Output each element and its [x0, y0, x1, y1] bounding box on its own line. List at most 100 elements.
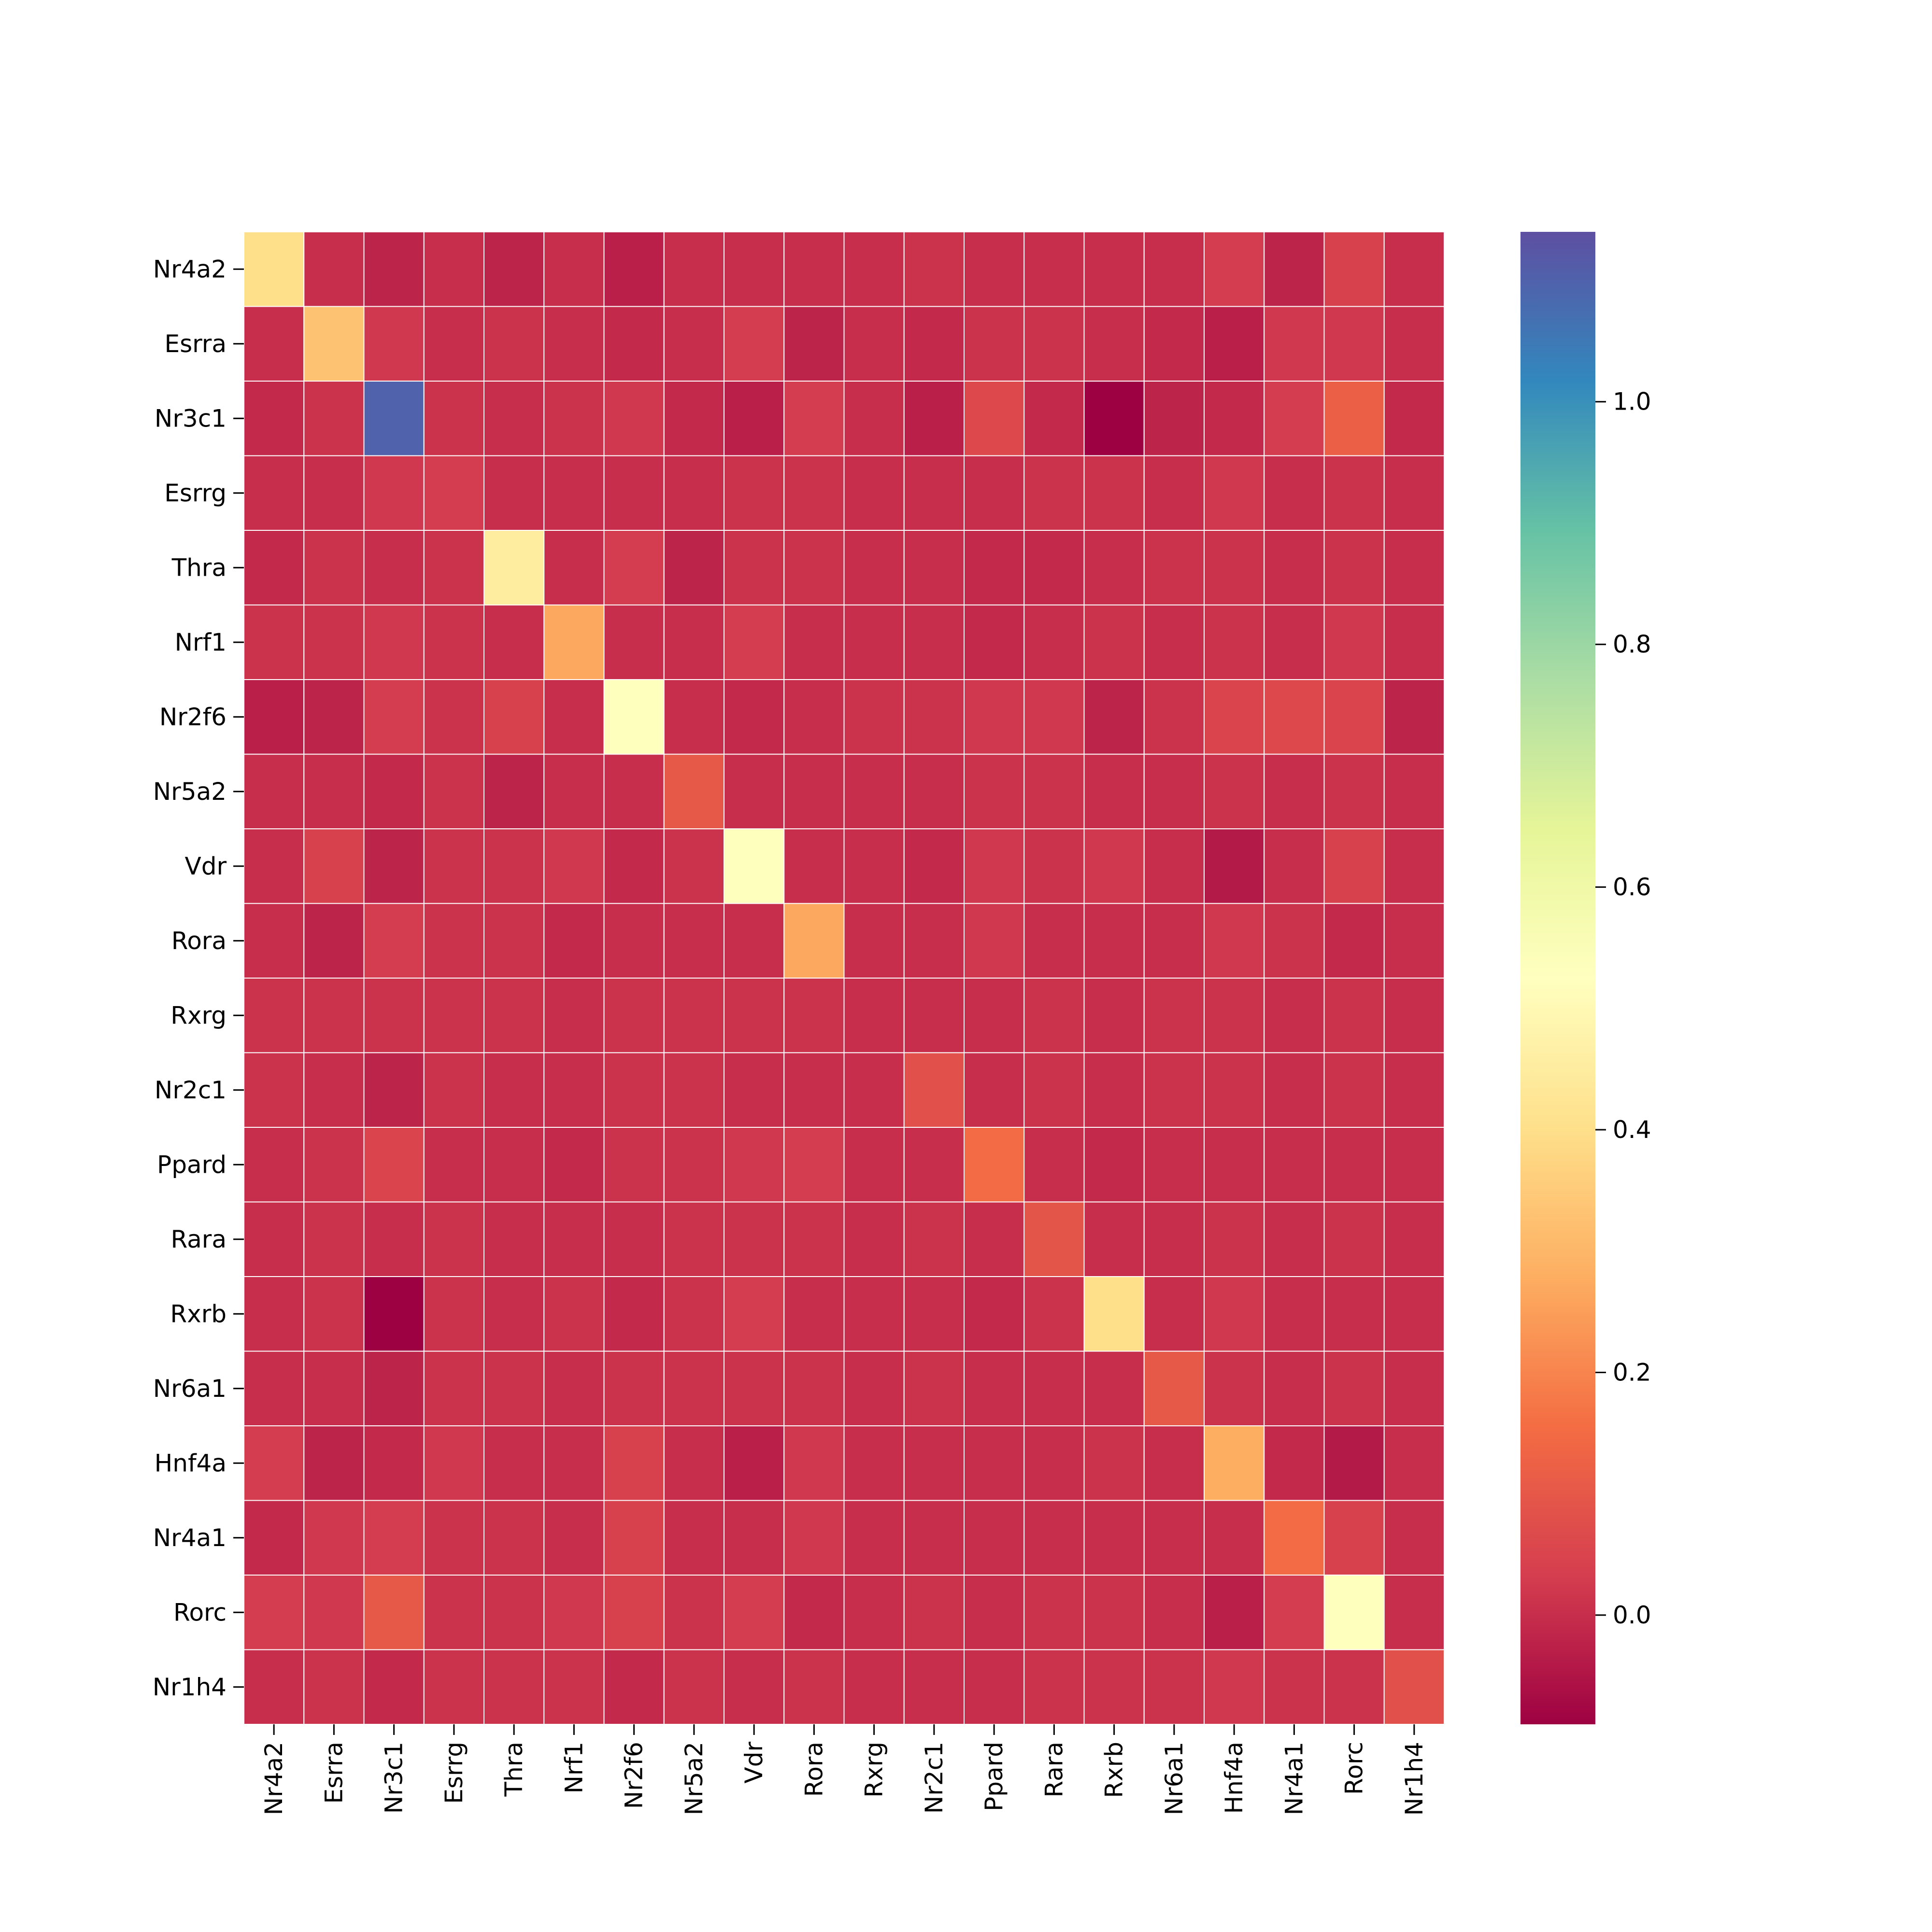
heatmap-cell [543, 1425, 605, 1501]
heatmap-cell [423, 381, 484, 456]
heatmap-cell [423, 306, 484, 382]
y-tick-label: Nr6a1 [153, 1375, 227, 1403]
heatmap-cell [363, 1201, 425, 1277]
heatmap-cell [903, 753, 965, 829]
heatmap-cell [1083, 1127, 1145, 1203]
heatmap-cell [603, 1052, 665, 1128]
heatmap-cell [1204, 1201, 1265, 1277]
heatmap-cell [1383, 753, 1445, 829]
heatmap-cell [843, 1276, 905, 1352]
heatmap-cell [1204, 978, 1265, 1053]
heatmap-cell [903, 679, 965, 755]
heatmap-cell [483, 1500, 545, 1576]
heatmap-cell [964, 753, 1025, 829]
heatmap-cell [783, 231, 845, 307]
y-tick-label: Rara [171, 1225, 227, 1253]
heatmap-cell [543, 679, 605, 755]
x-tick-label: Nrf1 [560, 1742, 588, 1793]
heatmap-cell [1023, 753, 1085, 829]
heatmap-cell [243, 978, 305, 1053]
heatmap-cell [1083, 455, 1145, 531]
heatmap-cell [1143, 455, 1205, 531]
heatmap-cell [423, 1201, 484, 1277]
x-tick-label: Esrra [320, 1742, 348, 1804]
heatmap-cell [1083, 604, 1145, 680]
heatmap-cell [1023, 530, 1085, 606]
heatmap-cell [1323, 903, 1385, 979]
heatmap-cell [1083, 1500, 1145, 1576]
heatmap-cell [243, 1350, 305, 1426]
heatmap-cell [1143, 828, 1205, 904]
heatmap-cell [724, 231, 785, 307]
heatmap-cell [843, 306, 905, 382]
heatmap-cell [423, 1276, 484, 1352]
heatmap-cell [363, 1575, 425, 1650]
heatmap-cell [1204, 1649, 1265, 1725]
heatmap-cell [843, 1425, 905, 1501]
heatmap-cell [1383, 679, 1445, 755]
heatmap-cell [1323, 455, 1385, 531]
heatmap-cell [363, 1425, 425, 1501]
heatmap-cell [1264, 1276, 1325, 1352]
heatmap-cell [1383, 1201, 1445, 1277]
heatmap-cell [1204, 530, 1265, 606]
heatmap-cell [964, 828, 1025, 904]
heatmap-cell [603, 1500, 665, 1576]
heatmap-cell [1143, 530, 1205, 606]
heatmap-cells [243, 231, 1445, 1725]
heatmap-cell [1023, 455, 1085, 531]
heatmap-cell [363, 455, 425, 531]
heatmap-cell [543, 381, 605, 456]
heatmap-cell [843, 978, 905, 1053]
heatmap-cell [663, 604, 724, 680]
heatmap-cell [543, 1127, 605, 1203]
heatmap-cell [724, 978, 785, 1053]
heatmap-cell [1143, 1425, 1205, 1501]
y-tick-label: Esrra [164, 330, 227, 358]
heatmap-cell [243, 828, 305, 904]
heatmap-cell [1323, 381, 1385, 456]
x-tick-label: Rxrg [860, 1742, 888, 1798]
heatmap-cell [543, 753, 605, 829]
heatmap-cell [843, 231, 905, 307]
heatmap-cell [1264, 1350, 1325, 1426]
heatmap-cell [1383, 1500, 1445, 1576]
heatmap-cell [423, 903, 484, 979]
heatmap-cell [303, 604, 365, 680]
heatmap-cell [783, 978, 845, 1053]
heatmap-cell [903, 903, 965, 979]
heatmap-cell [303, 679, 365, 755]
heatmap-cell [1023, 381, 1085, 456]
heatmap-cell [423, 1425, 484, 1501]
x-tick-label: Thra [500, 1742, 528, 1797]
heatmap-cell [303, 903, 365, 979]
heatmap-cell [243, 604, 305, 680]
x-tick-label: Rorc [1340, 1742, 1368, 1795]
heatmap-cell [1023, 1575, 1085, 1650]
x-tick-label: Nr2c1 [920, 1742, 948, 1814]
heatmap-cell [724, 1575, 785, 1650]
x-tick-label: Rora [800, 1742, 828, 1797]
heatmap-cell [243, 231, 305, 307]
heatmap-cell [964, 1425, 1025, 1501]
x-tick-label: Ppard [980, 1742, 1008, 1811]
heatmap-cell [1383, 530, 1445, 606]
heatmap-cell [903, 1201, 965, 1277]
heatmap-cell [483, 1649, 545, 1725]
heatmap-cell [603, 978, 665, 1053]
heatmap-cell [1264, 231, 1325, 307]
heatmap-cell [843, 679, 905, 755]
y-tick-label: Nr4a1 [153, 1524, 227, 1552]
heatmap-cell [303, 231, 365, 307]
heatmap-cell [724, 1649, 785, 1725]
heatmap-cell [483, 1425, 545, 1501]
heatmap-cell [903, 530, 965, 606]
heatmap-cell [363, 1500, 425, 1576]
heatmap-cell [903, 1350, 965, 1426]
heatmap-cell [243, 1276, 305, 1352]
heatmap-cell [843, 828, 905, 904]
heatmap-cell [843, 903, 905, 979]
heatmap-cell [303, 455, 365, 531]
heatmap-cell [483, 753, 545, 829]
heatmap-cell [1264, 381, 1325, 456]
